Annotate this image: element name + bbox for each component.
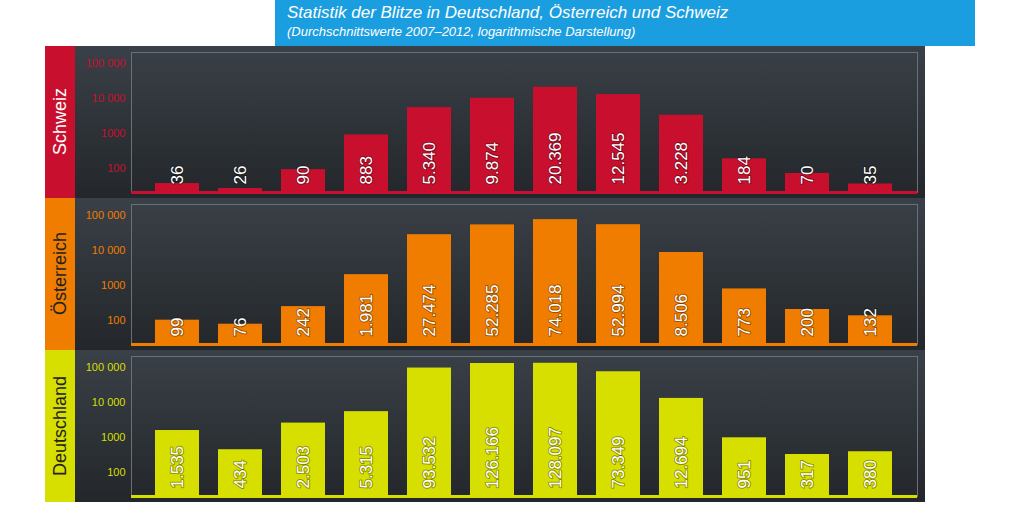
svg-text:35: 35	[861, 166, 880, 185]
html-text:(Durchschnittswerte 2007–2012,: (Durchschnittswerte 2007–2012, logarithm…	[287, 24, 636, 39]
svg-text:380: 380	[861, 460, 880, 488]
svg-text:70: 70	[798, 166, 817, 185]
svg-text:27.474: 27.474	[420, 285, 439, 337]
svg-text:1000: 1000	[101, 127, 125, 139]
svg-text:10 000: 10 000	[92, 244, 126, 256]
svg-text:100 000: 100 000	[86, 209, 126, 221]
svg-text:73.349: 73.349	[609, 437, 628, 489]
svg-text:36: 36	[168, 166, 187, 185]
svg-text:200: 200	[798, 308, 817, 336]
svg-text:52.994: 52.994	[609, 285, 628, 337]
svg-text:76: 76	[231, 318, 250, 337]
html-text:Österreich: Österreich	[49, 232, 70, 316]
svg-text:1.535: 1.535	[168, 446, 187, 489]
svg-text:74.018: 74.018	[546, 285, 565, 337]
svg-text:951: 951	[735, 460, 754, 488]
svg-text:99: 99	[168, 318, 187, 337]
svg-text:100: 100	[107, 466, 125, 478]
svg-text:434: 434	[231, 460, 250, 488]
svg-text:2.503: 2.503	[294, 446, 313, 489]
svg-text:1000: 1000	[101, 431, 125, 443]
svg-text:128.097: 128.097	[546, 427, 565, 488]
svg-text:773: 773	[735, 308, 754, 336]
svg-text:317: 317	[798, 460, 817, 488]
html-text:Deutschland: Deutschland	[49, 376, 70, 476]
svg-text:5.340: 5.340	[420, 142, 439, 185]
svg-text:12.545: 12.545	[609, 133, 628, 185]
svg-text:5.315: 5.315	[357, 446, 376, 489]
html-text:Statistik der Blitze in Deutsc: Statistik der Blitze in Deutschland, Öst…	[287, 3, 729, 22]
svg-text:184: 184	[735, 156, 754, 184]
svg-text:1000: 1000	[101, 279, 125, 291]
svg-text:883: 883	[357, 156, 376, 184]
svg-text:90: 90	[294, 166, 313, 185]
svg-text:9.874: 9.874	[483, 142, 502, 185]
svg-text:132: 132	[861, 308, 880, 336]
svg-text:100 000: 100 000	[86, 361, 126, 373]
svg-text:100: 100	[107, 314, 125, 326]
svg-text:100 000: 100 000	[86, 57, 126, 69]
svg-text:242: 242	[294, 308, 313, 336]
svg-text:20.369: 20.369	[546, 133, 565, 185]
svg-text:126.166: 126.166	[483, 427, 502, 488]
svg-text:10 000: 10 000	[92, 396, 126, 408]
svg-text:1.981: 1.981	[357, 294, 376, 337]
svg-text:52.285: 52.285	[483, 285, 502, 337]
svg-text:100: 100	[107, 162, 125, 174]
svg-text:12.694: 12.694	[672, 437, 691, 489]
svg-text:26: 26	[231, 166, 250, 185]
svg-text:3.228: 3.228	[672, 142, 691, 185]
svg-text:8.506: 8.506	[672, 294, 691, 337]
svg-text:10 000: 10 000	[92, 92, 126, 104]
html-text:Schweiz: Schweiz	[49, 88, 70, 156]
svg-text:93.532: 93.532	[420, 437, 439, 489]
